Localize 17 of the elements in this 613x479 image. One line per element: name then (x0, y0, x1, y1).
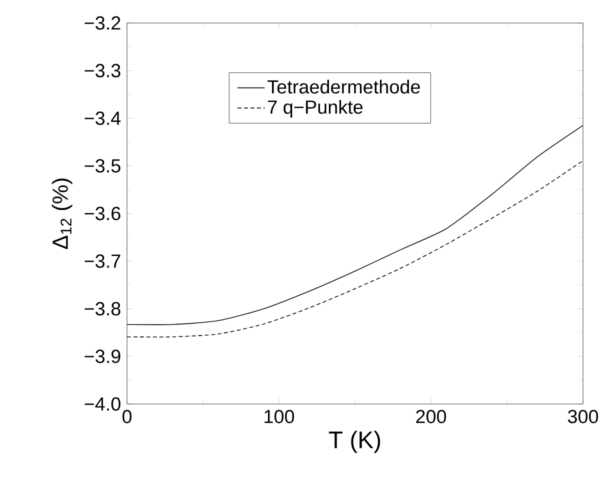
legend-label: Tetraedermethode (268, 80, 420, 94)
y-axis-title: Δ$_{12}$ (%) (52, 178, 72, 250)
y-tick-label: −3.2 (84, 16, 120, 30)
x-tick-label: 0 (122, 410, 132, 424)
y-tick-label: −4.0 (84, 397, 120, 411)
y-tick-label: −3.6 (84, 206, 120, 220)
y-tick-label: −3.7 (84, 254, 120, 268)
x-tick-label: 300 (568, 410, 598, 424)
y-tick-label: −3.3 (84, 64, 120, 78)
x-axis-title: T (K) (328, 430, 380, 454)
y-tick-label: −3.8 (84, 302, 120, 316)
x-tick-label: 200 (416, 410, 446, 424)
legend-label: 7 q−Punkte (268, 100, 363, 118)
y-tick-label: −3.4 (84, 112, 121, 125)
y-tick-label: −3.5 (84, 159, 120, 173)
x-tick-label: 100 (264, 410, 294, 424)
y-tick-label: −3.9 (84, 350, 120, 364)
